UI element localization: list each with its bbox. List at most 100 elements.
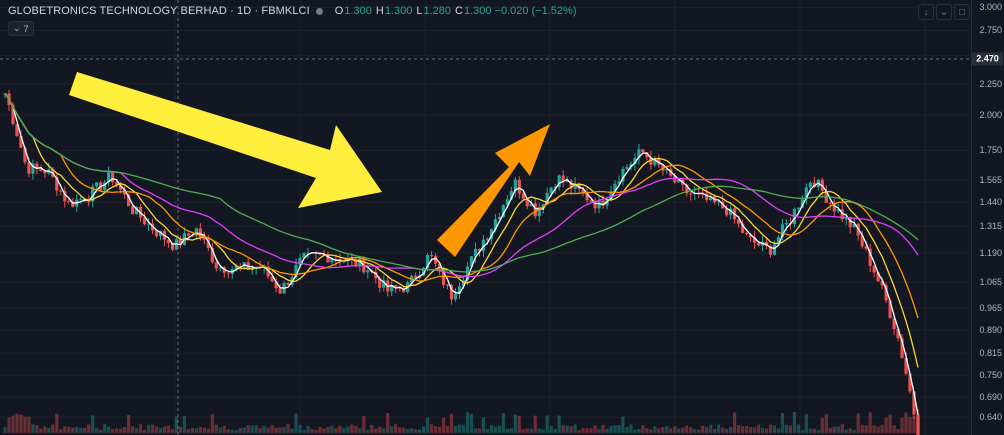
candle-body: [736, 219, 741, 224]
volume-bar: [35, 425, 39, 433]
volume-bar: [7, 417, 11, 433]
volume-bar: [816, 429, 820, 433]
candle-body: [497, 216, 501, 220]
candle-body: [55, 176, 59, 191]
volume-bar: [609, 425, 613, 433]
candle-body: [852, 223, 856, 228]
candle-body: [266, 266, 270, 277]
volume-bar: [410, 428, 414, 433]
candle-body: [326, 254, 330, 263]
volume-bar: [497, 425, 501, 433]
volume-bar: [868, 412, 872, 433]
candle-body: [796, 207, 800, 209]
volume-bar: [206, 428, 210, 433]
volume-bar: [334, 428, 338, 433]
candle-body: [780, 224, 785, 238]
volume-bar: [469, 414, 474, 433]
volume-bar: [366, 429, 370, 433]
volume-bar: [306, 426, 310, 433]
volume-bar: [461, 424, 466, 433]
fullscreen-icon[interactable]: □: [954, 4, 970, 20]
volume-bar: [406, 429, 410, 433]
candle-body: [625, 167, 629, 169]
volume-bar: [872, 425, 876, 433]
candle-body: [912, 391, 916, 415]
candle-body: [186, 233, 190, 236]
volume-bar: [150, 424, 155, 433]
volume-bar: [824, 413, 828, 433]
volume-bar: [880, 424, 884, 433]
volume-bar: [71, 427, 75, 433]
price-tick: 2.000: [979, 109, 1002, 120]
volume-bar: [95, 427, 99, 433]
volume-bar: [752, 427, 757, 433]
volume-bar: [67, 426, 71, 433]
candle-body: [198, 228, 202, 238]
candle-body: [453, 293, 458, 300]
volume-bar: [768, 424, 773, 433]
volume-bar: [665, 425, 669, 433]
volume-bar: [621, 416, 625, 433]
candle-body: [609, 191, 613, 200]
candle-body: [178, 239, 183, 246]
candle-body: [63, 191, 67, 202]
indicators-toggle[interactable]: ⌄ 7: [8, 21, 34, 36]
candle-body: [111, 172, 115, 183]
volume-bar: [146, 424, 151, 433]
volume-bar: [796, 424, 800, 433]
volume-bar: [370, 425, 374, 433]
candle-body: [270, 276, 274, 282]
volume-bar: [262, 425, 266, 433]
candle-body: [876, 272, 880, 282]
volume-bar: [517, 415, 521, 433]
volume-bar: [509, 428, 513, 433]
candle-body: [11, 104, 15, 124]
volume-bar: [258, 428, 262, 433]
price-tick: 0.750: [979, 370, 1002, 381]
candle-body: [390, 285, 394, 292]
candle-body: [294, 264, 298, 278]
volume-bar: [465, 412, 470, 433]
volume-bar: [513, 414, 517, 433]
price-tick: 3.000: [979, 2, 1002, 13]
price-tick: 1.565: [979, 175, 1002, 186]
chevron-down-icon[interactable]: ⌄: [936, 4, 952, 20]
candle-body: [661, 164, 665, 171]
candle-body: [469, 256, 474, 267]
volume-bar: [916, 414, 920, 433]
candle-body: [394, 285, 398, 288]
download-icon[interactable]: ↓: [918, 4, 934, 20]
candle-body: [685, 184, 689, 194]
candle-body: [517, 179, 521, 194]
volume-bar: [194, 428, 198, 433]
volume-bar: [800, 429, 804, 433]
candle-body: [525, 198, 529, 207]
candle-body: [537, 206, 541, 217]
volume-bar: [681, 427, 685, 433]
volume-bar: [908, 416, 912, 433]
candle-body: [166, 239, 171, 243]
volume-bar: [55, 413, 59, 433]
volume-bar: [426, 417, 430, 433]
ma-mid-line: [4, 93, 919, 319]
candle-body: [226, 272, 230, 274]
volume-bar: [804, 414, 808, 433]
volume-bar: [322, 428, 326, 433]
volume-bar: [222, 425, 226, 433]
candle-body: [521, 193, 525, 199]
volume-bar: [669, 428, 673, 433]
volume-bar: [437, 426, 442, 433]
candle-body: [828, 202, 832, 204]
volume-bar: [63, 426, 67, 433]
candle-body: [71, 201, 75, 207]
volume-bar: [705, 426, 709, 433]
volume-bar: [764, 428, 769, 433]
candle-body: [274, 281, 278, 289]
volume-bar: [230, 429, 234, 433]
trend-up-arrow: [437, 124, 550, 257]
candle-body: [864, 246, 868, 249]
volume-bar: [808, 428, 812, 433]
volume-bar: [900, 417, 904, 433]
volume-bar: [537, 428, 541, 433]
